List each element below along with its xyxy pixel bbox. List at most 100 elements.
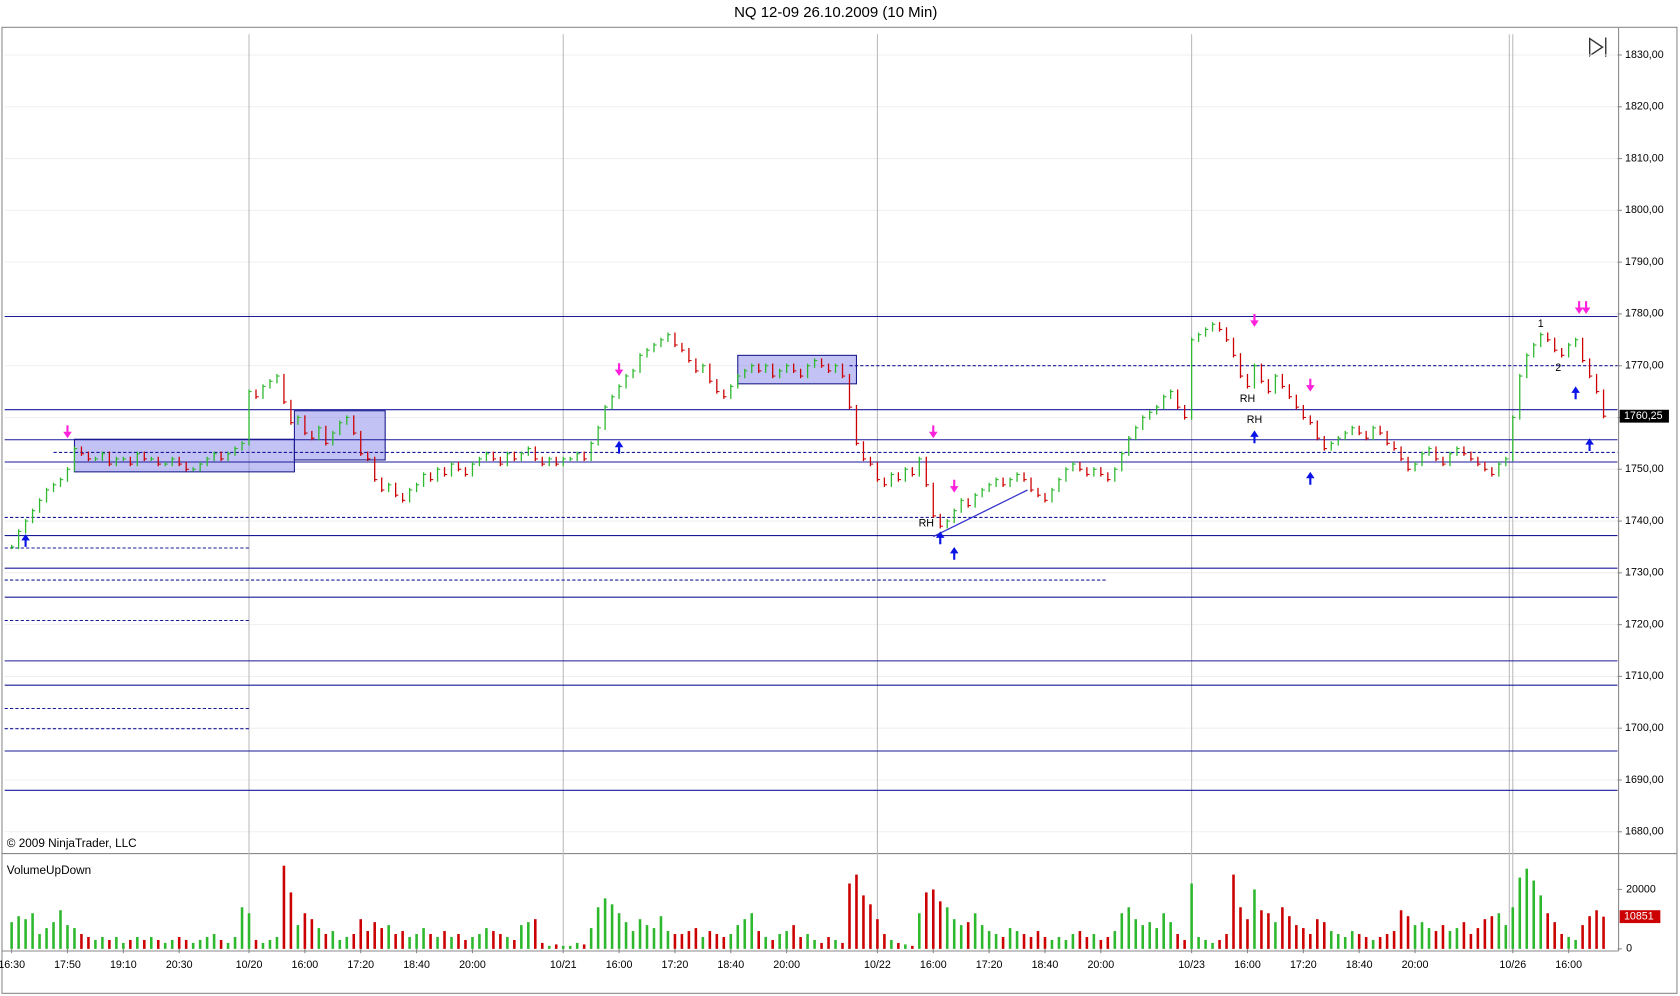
volume-bar: [45, 928, 48, 949]
volume-bar: [848, 883, 851, 949]
volume-bar: [1295, 925, 1298, 949]
y-tick-label: 1820,00: [1625, 101, 1664, 113]
annotation: RH: [1247, 414, 1262, 426]
volume-bar: [1162, 913, 1165, 949]
volume-bar: [994, 934, 998, 949]
volume-bar: [282, 865, 286, 949]
volume-bar: [24, 919, 27, 949]
x-tick-label: 16:00: [292, 959, 319, 971]
volume-bar: [750, 913, 754, 949]
x-tick-label: 17:20: [976, 959, 1003, 971]
volume-bar: [694, 928, 698, 949]
volume-bar: [540, 942, 544, 949]
volume-bar: [240, 907, 244, 949]
volume-bar: [212, 934, 216, 949]
y-tick-label: 1800,00: [1625, 204, 1664, 216]
volume-bar: [1316, 919, 1319, 949]
volume-bar: [1350, 931, 1354, 949]
volume-bar: [1518, 877, 1522, 949]
volume-bar: [890, 939, 893, 949]
volume-bar: [931, 889, 935, 949]
volume-bar: [897, 942, 900, 949]
annotation: 2: [1555, 362, 1561, 374]
volume-bar: [408, 936, 411, 949]
zone: [73, 438, 295, 473]
volume-bar: [966, 922, 970, 949]
y-tick-label: 1770,00: [1625, 360, 1664, 372]
end-button[interactable]: [1588, 37, 1607, 57]
volume-bar: [1253, 889, 1256, 949]
volume-bar: [247, 913, 251, 949]
signal-up: [614, 440, 624, 454]
chart-title: NQ 12-09 26.10.2009 (10 Min): [734, 4, 937, 21]
x-tick-label: 16:00: [920, 959, 947, 971]
volume-bar: [450, 936, 453, 949]
volume-bar: [506, 936, 509, 949]
signal-down: [928, 425, 938, 439]
volume-bar: [1602, 916, 1605, 949]
signal-up: [1306, 471, 1315, 485]
volume-bar: [1197, 936, 1200, 949]
volume-bar: [1225, 934, 1228, 949]
volume-bar: [268, 939, 272, 949]
volume-bar: [834, 939, 837, 949]
volume-bar: [73, 928, 76, 949]
volume-bar: [1092, 934, 1096, 949]
volume-bar: [17, 916, 20, 949]
volume-bar: [813, 939, 816, 949]
volume-bar: [680, 934, 684, 949]
volume-bar: [401, 931, 404, 949]
volume-bar: [289, 892, 293, 949]
x-tick-label: 16:00: [1234, 959, 1261, 971]
volume-bar: [317, 928, 321, 949]
volume-bar: [862, 895, 865, 949]
volume-bar: [1001, 936, 1005, 949]
volume-bar: [380, 928, 383, 949]
signal-down: [614, 363, 624, 377]
signal-down: [1306, 378, 1315, 392]
volume-bar: [603, 898, 607, 949]
signal-down: [1574, 301, 1584, 314]
volume-bar: [1574, 939, 1577, 949]
volume-bar: [198, 939, 202, 949]
volume-bar: [1434, 931, 1438, 949]
y-tick-label: 1680,00: [1625, 826, 1664, 838]
volume-bar: [1008, 928, 1012, 949]
volume-bar: [1343, 936, 1347, 949]
volume-bar: [156, 939, 160, 949]
volume-bar: [373, 922, 376, 949]
signal-up: [21, 534, 30, 547]
volume-bar: [108, 939, 111, 949]
volume-bar: [1581, 925, 1584, 949]
volume-bar: [1420, 922, 1424, 949]
volume-bar: [457, 934, 460, 949]
y-tick-label: 1780,00: [1625, 308, 1664, 320]
volume-bar: [1476, 928, 1480, 949]
volume-bar: [904, 944, 907, 949]
volume-bar: [205, 936, 209, 949]
volume-bar: [122, 942, 125, 949]
volume-bar: [471, 936, 474, 949]
volume-bar: [1309, 934, 1312, 949]
volume-bar: [1588, 916, 1591, 949]
volume-bar: [1071, 934, 1075, 949]
x-tick-label: 16:00: [606, 959, 633, 971]
volume-bar: [184, 939, 188, 949]
volume-tick-label: 20000: [1626, 883, 1656, 895]
volume-bar: [1448, 931, 1452, 949]
volume-bar: [973, 913, 977, 949]
volume-bar: [429, 934, 432, 949]
volume-bar: [345, 936, 349, 949]
volume-bar: [547, 945, 551, 949]
volume-bar: [1057, 936, 1061, 949]
volume-bar: [436, 936, 439, 949]
signal-up: [935, 531, 945, 545]
volume-bar: [499, 934, 502, 949]
x-tick-label: 10/21: [550, 959, 577, 971]
volume-bar: [87, 936, 90, 949]
volume-bar: [952, 919, 956, 949]
volume-bar: [624, 922, 628, 949]
frame: [1, 26, 1678, 994]
volume-bar: [1190, 883, 1193, 949]
volume-bar: [1441, 925, 1445, 949]
